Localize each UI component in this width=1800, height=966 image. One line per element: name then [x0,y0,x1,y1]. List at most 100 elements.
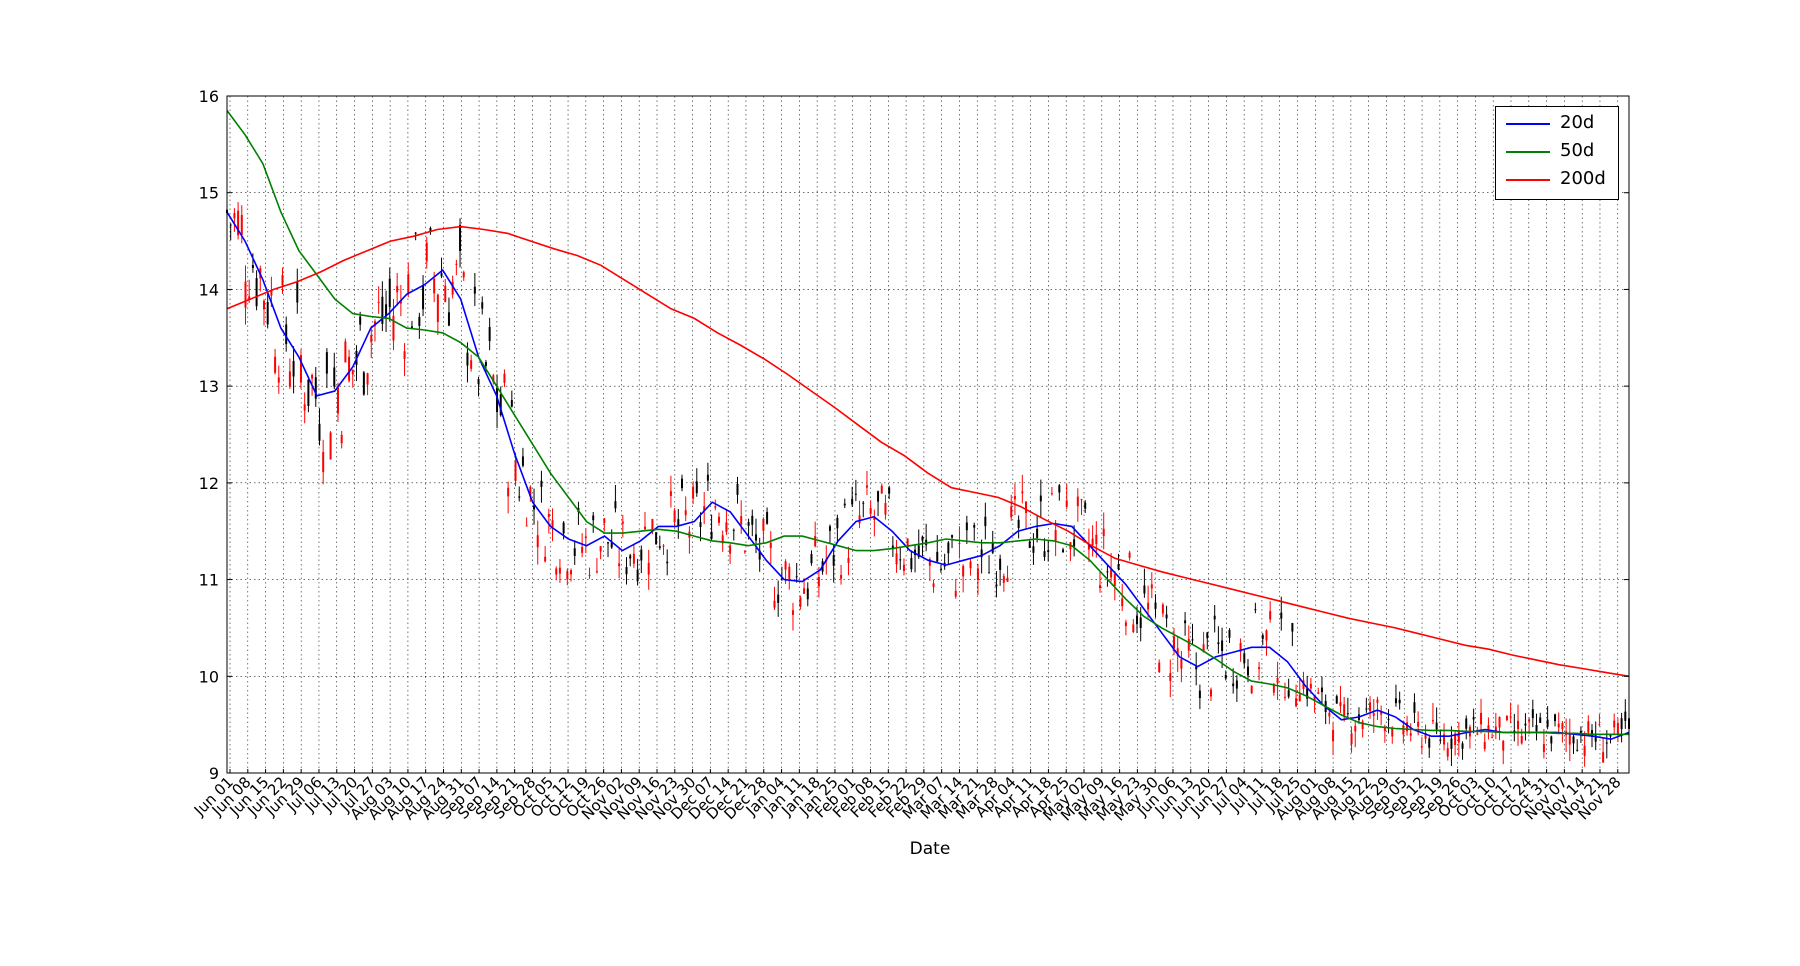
candle-body [902,564,905,571]
candle-body [503,373,506,383]
candle-body [266,302,269,325]
candle-body [1531,709,1534,719]
candle-body [1106,571,1109,573]
candle-body [1313,696,1316,702]
candle-body [906,538,909,548]
candle-body [1494,726,1497,734]
legend-swatch-200d [1506,179,1550,181]
y-tick-label: 10 [199,667,219,686]
candle-body [1272,685,1275,693]
candle-body [1287,690,1290,697]
candle-body [599,546,602,552]
candle-body [655,532,658,545]
candle-body [865,485,868,488]
candle-body [788,566,791,579]
candle-body [540,480,543,487]
candle-body [714,506,717,508]
candle-body [736,483,739,495]
candle-body [644,526,647,530]
candle-body [910,558,913,570]
candle-body [1561,723,1564,730]
candle-body [473,286,476,294]
candle-body [1036,528,1039,538]
candle-body [1505,715,1508,721]
candle-body [1446,748,1449,757]
candle-body [1198,690,1201,699]
candle-body [518,496,521,498]
candle-body [1165,614,1168,619]
candle-body [1017,519,1020,529]
candle-body [1291,623,1294,632]
candle-body [1224,674,1227,679]
candle-body [895,553,898,565]
candle-body [373,321,376,326]
candle-body [1243,653,1246,664]
candle-body [348,356,351,381]
candle-body [392,315,395,341]
candle-body [984,516,987,527]
candle-body [277,377,280,383]
candle-body [1202,644,1205,653]
candle-body [1406,722,1409,732]
candle-body [814,536,817,547]
candle-body [603,518,606,523]
candle-body [1080,499,1083,501]
candle-body [288,371,291,387]
candle-body [991,542,994,553]
candle-body [1598,724,1601,726]
candle-body [307,379,310,406]
candle-body [592,515,595,521]
candle-body [1095,534,1098,545]
candle-body [1028,541,1031,548]
candle-body [1332,729,1335,742]
candle-body [1043,551,1046,558]
candle-body [1413,702,1416,713]
candle-body [1476,733,1479,735]
candle-body [921,536,924,541]
candle-body [1139,617,1142,628]
candle-body [1261,635,1264,639]
candle-body [462,272,465,278]
candle-body [1076,496,1079,507]
candle-body [581,546,584,553]
candle-body [1424,733,1427,739]
candle-body [884,503,887,515]
candle-body [1487,725,1490,731]
candle-body [843,503,846,506]
legend: 20d 50d 200d [1495,106,1619,200]
candle-body [1306,688,1309,699]
candle-body [1387,718,1390,720]
candle-body [433,278,436,294]
candle-body [732,529,735,531]
candle-body [1402,725,1405,735]
candle-body [832,555,835,566]
candle-body [325,352,328,374]
candle-body [810,554,813,564]
candle-body [1269,611,1272,620]
candle-body [233,213,236,219]
candle-body [1417,721,1420,727]
candle-body [640,549,643,561]
candle-body [1246,666,1249,676]
candle-body [285,324,288,345]
candle-body [1117,564,1120,570]
candle-body [514,460,517,481]
candle-body [954,590,957,597]
candle-body [1542,744,1545,752]
candle-body [1209,689,1212,697]
candle-body [1365,708,1368,710]
candle-body [836,517,839,529]
candle-body [584,536,587,539]
candle-body [1283,696,1286,698]
y-tick-label: 15 [199,184,219,203]
candle-body [296,281,299,303]
candle-body [244,281,247,308]
candle-body [255,278,258,307]
candle-body [769,542,772,549]
candle-body [1213,615,1216,620]
candle-body [484,362,487,366]
y-tick-label: 12 [199,474,219,493]
candle-body [677,519,680,526]
